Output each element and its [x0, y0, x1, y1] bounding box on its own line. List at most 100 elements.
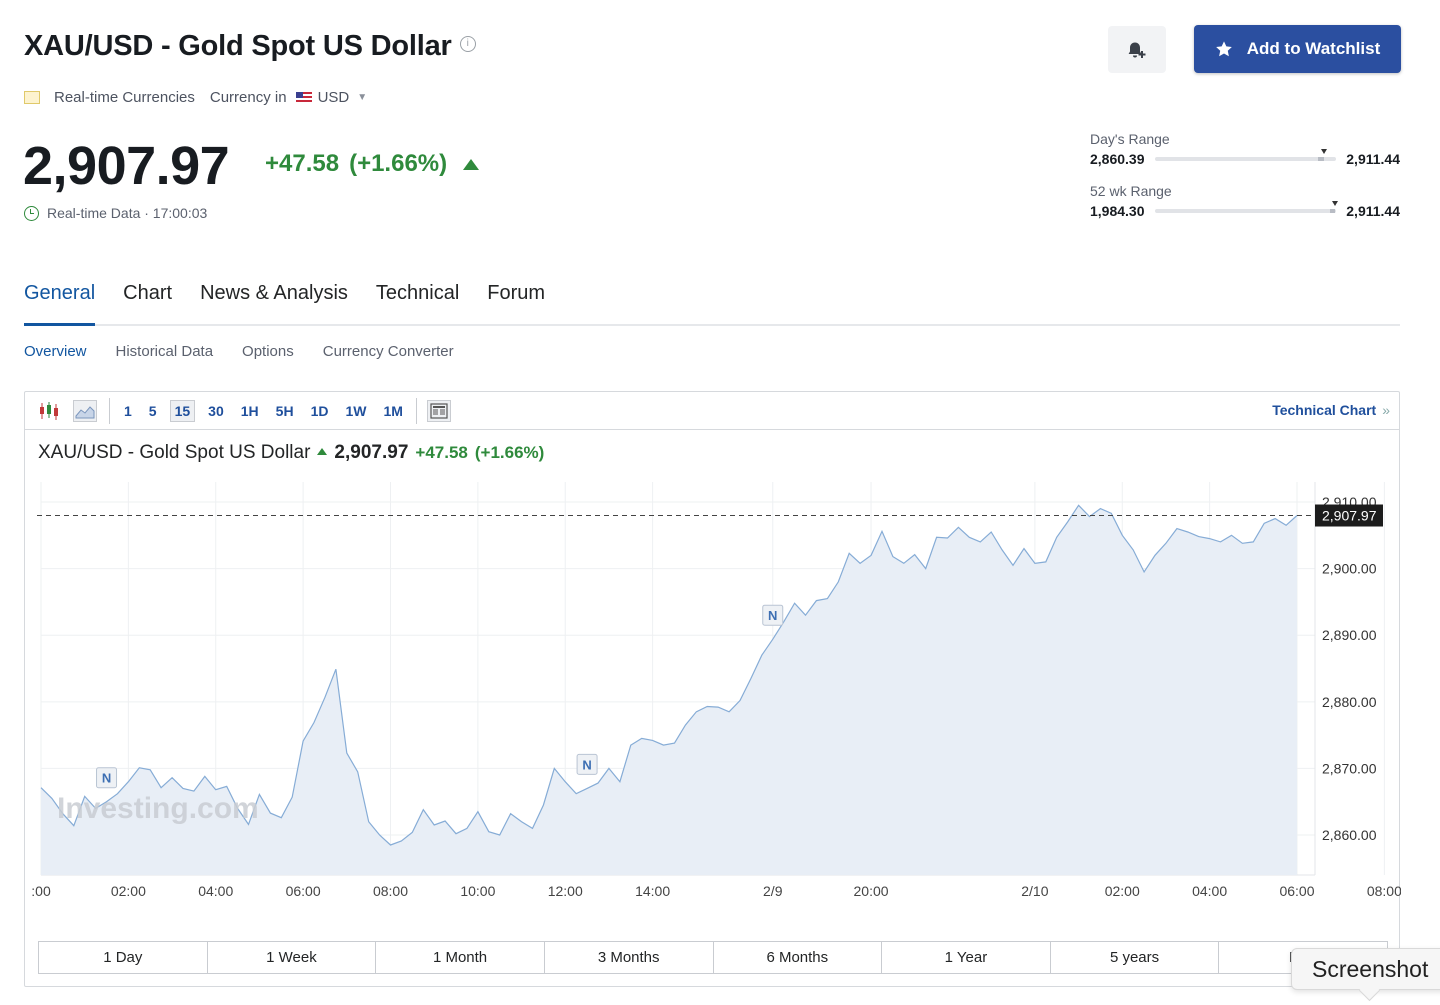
arrow-up-icon	[317, 447, 328, 455]
tab-general[interactable]: General	[24, 282, 96, 326]
technical-chart-link[interactable]: Technical Chart »	[1272, 402, 1390, 418]
y-tick-label: 2,870.00	[1322, 760, 1377, 776]
price-alert-button[interactable]	[1108, 26, 1166, 73]
tab-technical[interactable]: Technical	[375, 282, 460, 304]
add-to-watchlist-button[interactable]: Add to Watchlist	[1194, 25, 1401, 73]
realtime-badge-icon	[24, 91, 40, 104]
price-chart[interactable]: 2,860.00 2,870.00 2,880.00 2,890.00 2,900.00…	[25, 392, 1401, 937]
chart-legend: XAU/USD - Gold Spot US Dollar 2,907.97 +…	[38, 442, 544, 464]
interval-1d[interactable]: 1D	[310, 402, 329, 419]
last-price-label: 2,907.97	[1322, 508, 1377, 524]
tab-chart[interactable]: Chart	[123, 282, 173, 304]
interval-1[interactable]: 1	[124, 402, 132, 419]
last-price-tag	[1315, 504, 1383, 527]
x-tick-label: 10:00	[460, 883, 495, 899]
period-selector: 1 Day 1 Week 1 Month 3 Months 6 Months 1…	[38, 941, 1388, 974]
area-chart-icon[interactable]	[73, 399, 97, 422]
toolbar-divider	[109, 397, 110, 424]
status-text: Real-time Data · 17:00:03	[47, 205, 208, 221]
x-tick-label: 2/9	[763, 883, 783, 899]
info-icon[interactable]: i	[459, 35, 476, 52]
y-tick-label: 2,900.00	[1322, 561, 1377, 577]
technical-chart-label: Technical Chart	[1272, 402, 1377, 418]
chart-toolbar: 1 5 15 30 1H 5H 1D 1W 1M Technical Chart…	[25, 392, 1399, 430]
star-icon	[1215, 41, 1232, 57]
quote-meta: Real-time Currencies Currency in USD ▼	[24, 89, 367, 106]
last-price: 2,907.97	[23, 136, 230, 196]
period-1-year[interactable]: 1 Year	[882, 942, 1051, 973]
screenshot-tooltip: Screenshot	[1291, 948, 1440, 990]
interval-5[interactable]: 5	[148, 402, 157, 419]
period-1-month[interactable]: 1 Month	[376, 942, 545, 973]
investing-watermark-logo: Investing.com	[57, 792, 259, 825]
interval-1w[interactable]: 1W	[345, 402, 367, 419]
day-range-high: 2,911.44	[1346, 151, 1400, 167]
day-range-bar	[1154, 149, 1337, 161]
toolbar-divider	[415, 397, 417, 424]
double-chevron-right-icon: »	[1382, 402, 1390, 418]
tab-news-analysis[interactable]: News & Analysis	[200, 282, 348, 304]
x-tick-label: 14:00	[635, 883, 670, 899]
wk52-range-bar	[1154, 201, 1339, 213]
caret-down-icon[interactable]: ▼	[357, 92, 368, 103]
legend-name: XAU/USD - Gold Spot US Dollar	[38, 442, 311, 463]
x-tick-label: 08:00	[1367, 883, 1401, 899]
wk52-range: 52 wk Range 1,984.30 2,911.44	[1090, 183, 1400, 219]
bell-plus-icon	[1128, 42, 1146, 58]
price-change: +47.58 (+1.66%)	[265, 150, 480, 178]
wk52-range-fill	[1329, 209, 1336, 213]
instrument-name: XAU/USD - Gold Spot US Dollar	[24, 30, 452, 62]
realtime-status: Real-time Data · 17:00:03	[24, 205, 207, 221]
change-value: +47.58	[265, 150, 340, 177]
x-tick-label: 12:00	[548, 883, 583, 899]
period-5-years[interactable]: 5 years	[1051, 942, 1220, 973]
y-tick-label: 2,860.00	[1322, 827, 1377, 843]
x-tick-label: 04:00	[1192, 883, 1227, 899]
tab-forum[interactable]: Forum	[487, 282, 546, 304]
news-marker-label: N	[582, 757, 591, 772]
subtab-overview[interactable]: Overview	[24, 343, 87, 360]
us-flag-icon	[295, 91, 312, 104]
news-marker-label: N	[768, 608, 777, 623]
price-area	[41, 505, 1297, 875]
period-1-day[interactable]: 1 Day	[39, 942, 208, 973]
subtab-options[interactable]: Options	[242, 343, 294, 360]
interval-5h[interactable]: 5H	[275, 402, 294, 419]
x-tick-label: 02:00	[1105, 883, 1140, 899]
x-tick-label: 06:00	[286, 883, 321, 899]
currency-select[interactable]: USD	[317, 89, 350, 106]
x-tick-label: 20:00	[854, 883, 889, 899]
sub-tabs: Overview Historical Data Options Currenc…	[24, 343, 454, 360]
wk52-range-high: 2,911.44	[1346, 203, 1400, 219]
interval-1h[interactable]: 1H	[240, 402, 259, 419]
arrow-up-icon	[463, 158, 480, 170]
subtab-historical-data[interactable]: Historical Data	[115, 343, 214, 360]
wk52-range-label: 52 wk Range	[1090, 183, 1172, 199]
interval-15[interactable]: 15	[169, 399, 196, 422]
period-1-week[interactable]: 1 Week	[208, 942, 377, 973]
news-marker	[762, 604, 784, 626]
candlestick-icon[interactable]	[37, 400, 61, 422]
source-label: Real-time Currencies	[54, 89, 195, 106]
x-tick-label: :00	[31, 883, 51, 899]
news-marker	[96, 767, 118, 789]
day-range-label: Day's Range	[1090, 131, 1170, 147]
news-marker	[576, 753, 598, 775]
y-tick-label: 2,890.00	[1322, 627, 1377, 643]
currency-label: Currency in	[209, 89, 287, 106]
interval-30[interactable]: 30	[208, 402, 224, 419]
watchlist-label: Add to Watchlist	[1246, 39, 1381, 58]
change-percent: (+1.66%)	[349, 150, 448, 177]
table-view-icon[interactable]	[426, 399, 451, 422]
legend-change-percent: (+1.66%)	[474, 443, 545, 462]
x-tick-label: 08:00	[373, 883, 408, 899]
clock-icon	[24, 205, 39, 221]
period-6-months[interactable]: 6 Months	[714, 942, 883, 973]
legend-change: +47.58	[415, 443, 468, 462]
day-range-fill	[1318, 157, 1324, 161]
x-tick-label: 2/10	[1021, 883, 1048, 899]
interval-1m[interactable]: 1M	[383, 402, 403, 419]
legend-last: 2,907.97	[334, 442, 409, 463]
subtab-currency-converter[interactable]: Currency Converter	[322, 343, 454, 360]
period-3-months[interactable]: 3 Months	[545, 942, 714, 973]
